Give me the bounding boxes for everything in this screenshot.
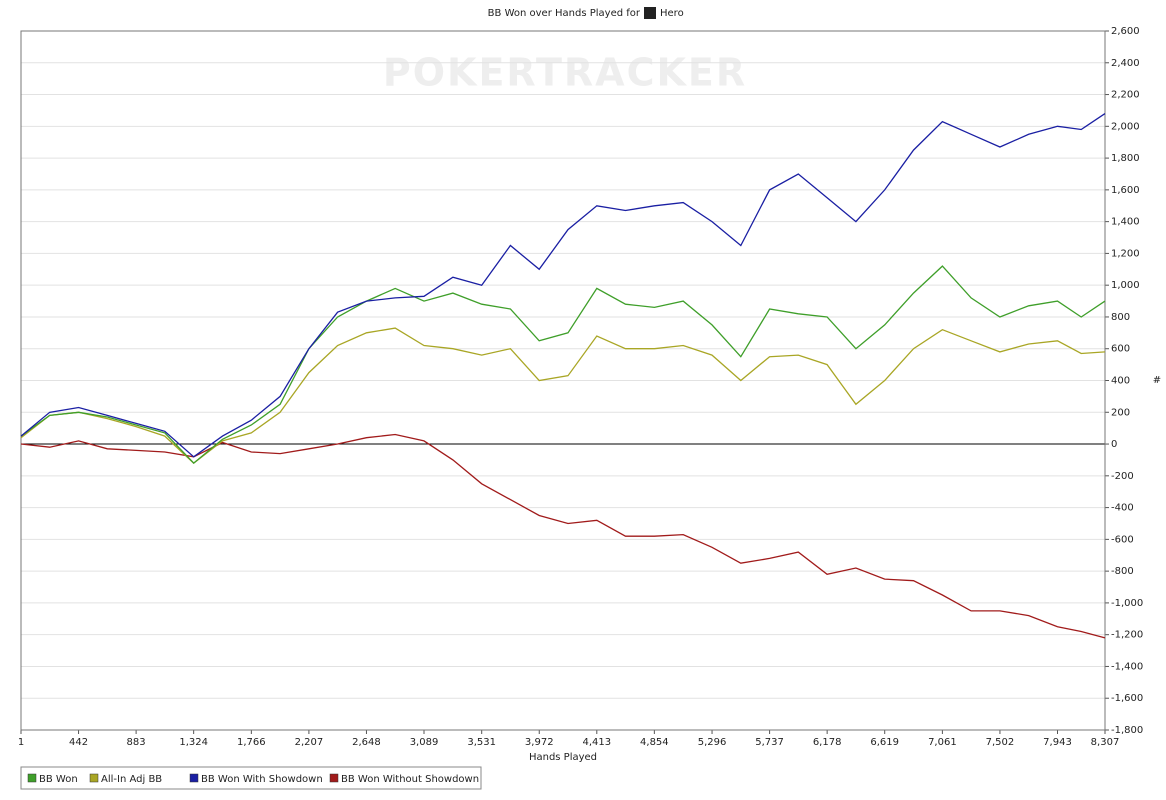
x-tick-label: 7,502: [986, 737, 1015, 748]
watermark: POKERTRACKER: [383, 51, 747, 95]
y-tick-label: 2,200: [1111, 90, 1140, 101]
legend: [20, 766, 482, 790]
y-tick-label: 0: [1111, 439, 1117, 450]
y-tick-label: 400: [1111, 376, 1130, 387]
y-tick-label: -1,200: [1111, 630, 1143, 641]
y-tick-label: -1,800: [1111, 725, 1143, 736]
legend-label: All-In Adj BB: [101, 774, 162, 785]
x-tick-label: 883: [127, 737, 146, 748]
y-tick-label: 1,000: [1111, 280, 1140, 291]
series-line: [20, 433, 1106, 639]
y-tick-label: 600: [1111, 344, 1130, 355]
x-tick-label: 2,207: [295, 737, 324, 748]
y-tick-label: -400: [1111, 503, 1134, 514]
chart-title: BB Won over Hands Played for: [488, 8, 641, 19]
y-tick-label: 1,200: [1111, 248, 1140, 259]
x-tick-label: 1: [18, 737, 24, 748]
x-tick-label: 7,061: [928, 737, 957, 748]
x-tick-label: 5,296: [698, 737, 727, 748]
legend-swatch: [89, 773, 99, 783]
plot-frame: [20, 30, 1106, 731]
y-tick-label: 2,400: [1111, 58, 1140, 69]
legend-label: BB Won Without Showdown: [341, 774, 479, 785]
x-tick-label: 7,943: [1043, 737, 1072, 748]
x-tick-label: 442: [69, 737, 88, 748]
y-tick-label: 1,400: [1111, 217, 1140, 228]
series-line: [20, 113, 1106, 458]
y-tick-label: 1,600: [1111, 185, 1140, 196]
x-tick-label: 1,766: [237, 737, 266, 748]
y-tick-label: 2,600: [1111, 26, 1140, 37]
legend-swatch: [329, 773, 339, 783]
legend-swatch: [189, 773, 199, 783]
y-axis-title: #: [1153, 375, 1161, 386]
x-tick-label: 3,531: [467, 737, 496, 748]
site-icon: [644, 7, 656, 19]
legend-label: BB Won: [39, 774, 78, 785]
x-tick-label: 4,854: [640, 737, 669, 748]
y-tick-label: 200: [1111, 407, 1130, 418]
y-tick-label: -1,600: [1111, 693, 1143, 704]
x-tick-label: 5,737: [755, 737, 784, 748]
x-tick-label: 3,089: [410, 737, 439, 748]
y-tick-label: 800: [1111, 312, 1130, 323]
y-tick-label: -800: [1111, 566, 1134, 577]
y-tick-label: 2,000: [1111, 121, 1140, 132]
x-tick-label: 8,307: [1091, 737, 1120, 748]
legend-label: BB Won With Showdown: [201, 774, 323, 785]
legend-swatch: [27, 773, 37, 783]
series-line: [20, 265, 1106, 464]
y-tick-label: 1,800: [1111, 153, 1140, 164]
y-tick-label: -1,400: [1111, 661, 1143, 672]
player-name: Hero: [660, 8, 684, 19]
x-tick-label: 6,619: [870, 737, 899, 748]
x-tick-label: 3,972: [525, 737, 554, 748]
y-tick-label: -600: [1111, 534, 1134, 545]
x-tick-label: 2,648: [352, 737, 381, 748]
y-tick-label: -1,000: [1111, 598, 1143, 609]
x-axis-title: Hands Played: [529, 752, 597, 763]
x-tick-label: 6,178: [813, 737, 842, 748]
y-tick-label: -200: [1111, 471, 1134, 482]
x-tick-label: 1,324: [179, 737, 208, 748]
x-tick-label: 4,413: [582, 737, 611, 748]
